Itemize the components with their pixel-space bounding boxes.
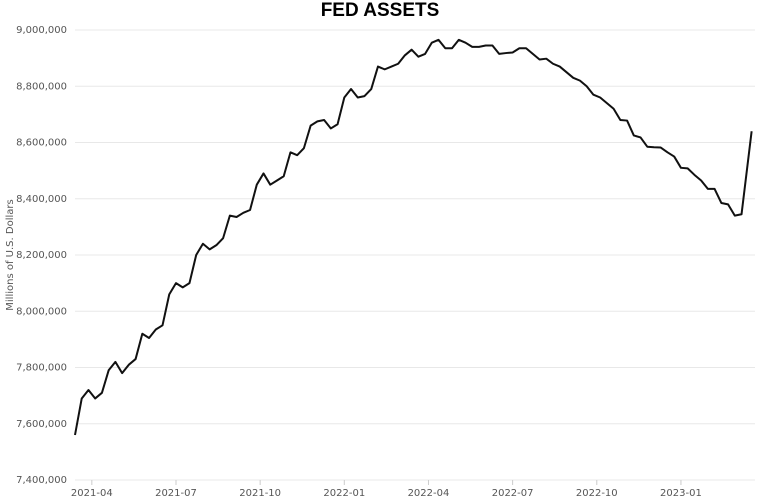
- x-tick-label: 2021-04: [71, 488, 113, 499]
- x-tick-label: 2023-01: [660, 488, 702, 499]
- y-tick-label: 8,200,000: [16, 250, 67, 261]
- x-tick-label: 2021-07: [155, 488, 197, 499]
- chart-title: FED ASSETS: [321, 0, 440, 21]
- y-tick-label: 8,400,000: [16, 194, 67, 205]
- y-tick-label: 7,600,000: [16, 419, 67, 430]
- line: [74, 38, 753, 436]
- y-tick-label: 7,400,000: [16, 475, 67, 486]
- x-tick-label: 2022-01: [323, 488, 365, 499]
- y-tick-label: 8,000,000: [16, 306, 67, 317]
- x-tick-label: 2022-10: [576, 488, 618, 499]
- y-tick-label: 7,800,000: [16, 363, 67, 374]
- x-tick-label: 2022-04: [408, 488, 450, 499]
- y-tick-label: 9,000,000: [16, 25, 67, 36]
- y-axis-label: Millions of U.S. Dollars: [5, 199, 16, 310]
- x-tick-label: 2021-10: [239, 488, 281, 499]
- y-tick-label: 8,800,000: [16, 81, 67, 92]
- y-tick-label: 8,600,000: [16, 138, 67, 149]
- x-tick-label: 2022-07: [492, 488, 534, 499]
